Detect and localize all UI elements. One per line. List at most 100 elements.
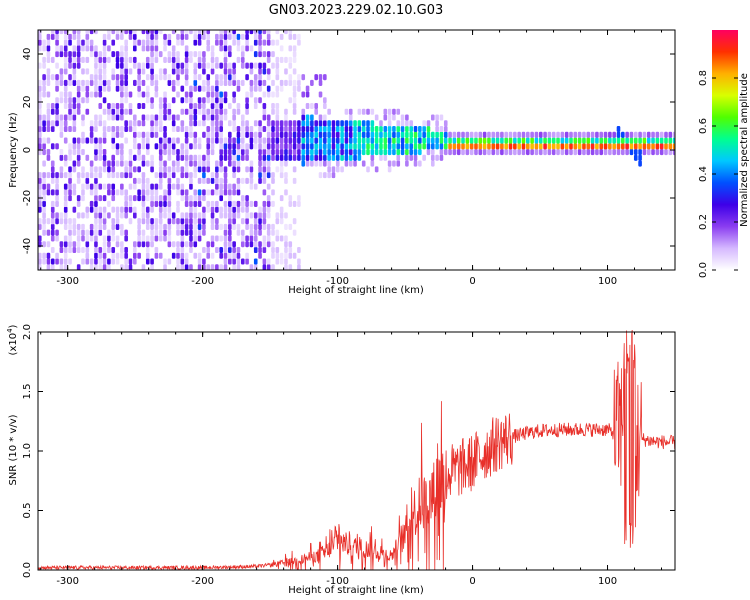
spectrogram-cell	[288, 62, 293, 69]
spectrogram-cell	[297, 195, 301, 202]
spectrogram-cell	[297, 264, 301, 270]
spectrogram-cell	[418, 126, 422, 133]
spectrogram-cell	[262, 177, 267, 184]
spectrogram-cell	[184, 229, 189, 236]
spectrogram-cell	[59, 114, 64, 121]
spectrogram-cell	[651, 137, 655, 144]
spectrogram-cell	[72, 45, 77, 52]
spectrogram-cell	[517, 143, 521, 150]
spectrogram-cell	[81, 195, 85, 202]
snr-y-ticks: 0.00.51.01.52.0	[22, 324, 675, 578]
spectrogram-cell	[418, 131, 422, 138]
spectrogram-cell	[137, 189, 141, 196]
spectrogram-cell	[223, 143, 228, 150]
spectrogram-cell	[167, 241, 172, 248]
spectrogram-cell	[193, 212, 198, 219]
spectrogram-cell	[189, 235, 193, 242]
snr-y-axis-label: SNR (10 * v/v)	[8, 414, 19, 485]
spectrogram-cell	[266, 264, 271, 270]
spectrogram-cell	[176, 91, 180, 98]
spectrogram-cell	[111, 51, 116, 58]
spectrogram-cell	[223, 33, 228, 40]
spectrogram-cell	[292, 108, 297, 115]
spectrogram-cell	[38, 45, 42, 52]
spectrogram-cell	[344, 149, 349, 156]
spectrogram-cell	[59, 131, 64, 138]
spectrogram-cell	[197, 160, 202, 167]
spectrogram-cell	[616, 149, 621, 156]
spectrogram-cell	[223, 51, 228, 58]
spectrogram-cell	[42, 126, 46, 133]
spectrogram-cell	[46, 149, 51, 156]
spectrogram-cell	[89, 30, 94, 35]
spectrogram-cell	[102, 120, 107, 127]
spectrogram-cell	[297, 74, 301, 81]
snr-y-tick-label: 1.0	[22, 443, 33, 459]
spectrogram-cell	[249, 62, 254, 69]
spectrogram-cell	[245, 195, 249, 202]
spectrogram-cell	[616, 143, 621, 150]
spectrogram-cell	[141, 172, 146, 179]
spectrogram-cell	[193, 241, 198, 248]
spectrogram-cell	[517, 131, 521, 138]
spectrogram-cell	[72, 114, 77, 121]
spectrogram-cell	[150, 39, 154, 46]
spectrogram-cell	[150, 258, 154, 265]
spectrogram-cell	[292, 85, 297, 92]
spectrogram-cell	[586, 143, 591, 150]
spectrogram-cell	[340, 137, 344, 144]
spectrogram-cell	[141, 183, 146, 190]
spectrogram-cell	[547, 137, 552, 144]
spectrogram-cell	[150, 229, 154, 236]
spectrogram-cell	[232, 258, 236, 265]
spectrogram-cell	[223, 223, 228, 230]
spectrogram-cell	[81, 166, 85, 173]
spectrogram-cell	[400, 143, 405, 150]
spectrogram-cell	[405, 143, 409, 150]
spectrogram-cell	[176, 114, 180, 121]
colorbar-tick-label: 0.2	[698, 214, 709, 230]
spectrogram-cell	[145, 241, 150, 248]
spectrogram-cell	[288, 56, 293, 63]
spectrogram-cell	[115, 102, 120, 110]
spectrogram-cell	[318, 120, 323, 127]
spectrogram-cell	[262, 200, 267, 207]
spectrogram-cell	[85, 229, 90, 236]
spectrogram-cell	[180, 30, 185, 35]
spectrogram-cell	[176, 229, 180, 236]
spectrogram-cell	[392, 143, 396, 150]
spectrogram-cell	[206, 143, 211, 150]
spectrogram-cell	[249, 200, 254, 207]
spectrogram-cell	[344, 137, 349, 144]
spectrogram-cell	[344, 160, 349, 167]
spectrogram-cell	[141, 177, 146, 184]
spectrogram-cell	[50, 212, 55, 219]
spectrogram-cell	[163, 223, 167, 230]
spectrogram-cell	[219, 252, 223, 259]
spectrogram-cell	[262, 149, 267, 156]
spectrogram-cell	[38, 62, 42, 69]
spectrogram-cell	[124, 126, 128, 133]
spectrogram-cell	[223, 229, 228, 236]
spectrogram-cell	[266, 172, 271, 179]
spectrogram-cell	[215, 39, 219, 46]
spectrogram-cell	[245, 126, 249, 133]
spectrogram-cell	[59, 30, 64, 35]
spectrogram-cell	[55, 218, 59, 225]
spectrogram-cell	[81, 137, 85, 144]
spectrogram-cell	[344, 143, 349, 150]
spectrogram-cell	[236, 137, 241, 144]
spectrogram-cell	[81, 39, 85, 46]
spectrogram-cell	[115, 114, 120, 121]
spectrogram-cell	[145, 177, 150, 184]
spectrogram-cell	[184, 252, 189, 259]
spectrogram-cell	[327, 166, 331, 173]
spectrogram-cell	[215, 235, 219, 242]
spectrogram-cell	[262, 218, 267, 225]
spectrogram-cell	[228, 189, 232, 196]
spectrogram-cell	[63, 246, 68, 254]
spectrogram-cell	[228, 154, 232, 161]
spectrogram-cell	[564, 149, 569, 156]
spectrogram-cell	[236, 212, 241, 219]
spectrogram-cell	[111, 154, 116, 161]
